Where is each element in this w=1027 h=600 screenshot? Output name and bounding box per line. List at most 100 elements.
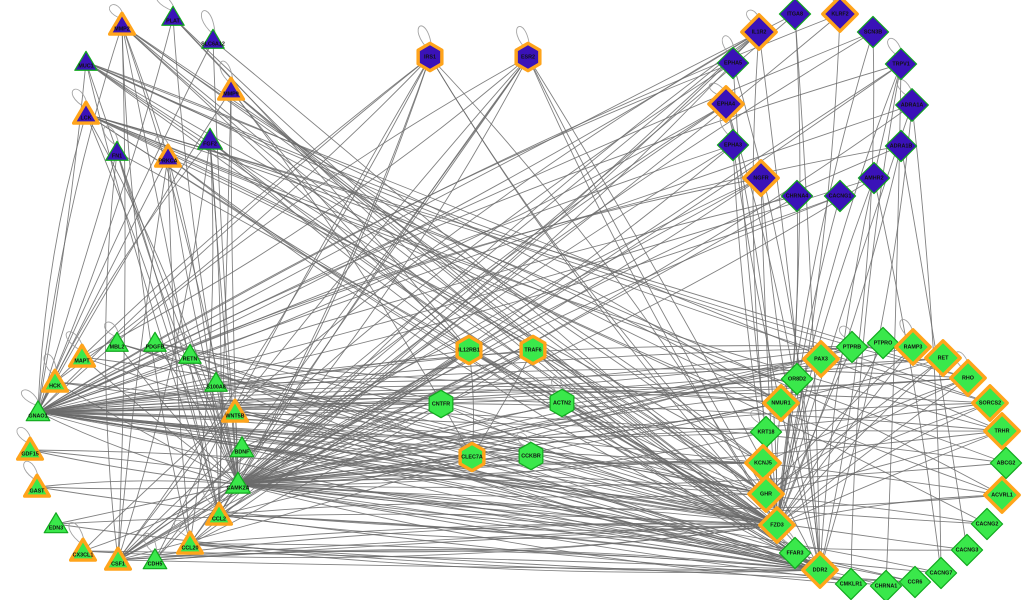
graph-node-or8d2[interactable] — [780, 362, 814, 396]
graph-edge — [117, 62, 734, 561]
graph-node-trpv1[interactable] — [884, 47, 918, 81]
graph-node-lck[interactable] — [71, 100, 101, 125]
graph-node-traf6[interactable] — [519, 334, 547, 366]
graph-node-itga8[interactable] — [778, 0, 812, 31]
graph-node-epha4[interactable] — [707, 85, 745, 123]
graph-node-adra1a[interactable] — [895, 88, 929, 122]
graph-node-ddr2[interactable] — [801, 551, 839, 589]
graph-node-cacng1[interactable] — [823, 179, 857, 213]
graph-node-acvrl1[interactable] — [983, 476, 1021, 514]
graph-node-cacng7[interactable] — [924, 556, 958, 590]
graph-node-pax3[interactable] — [802, 340, 840, 378]
graph-edge — [819, 31, 875, 571]
graph-edge — [776, 342, 884, 526]
graph-node-retn[interactable] — [178, 343, 202, 364]
graph-node-wnt5b[interactable] — [220, 398, 250, 423]
graph-node-bdnf[interactable] — [229, 436, 255, 458]
graph-node-ffar3[interactable] — [778, 536, 812, 570]
graph-node-prkca[interactable] — [153, 143, 183, 168]
graph-node-esr2[interactable] — [514, 41, 542, 73]
graph-node-nmur1[interactable] — [762, 384, 800, 422]
graph-node-scn3b[interactable] — [856, 15, 890, 49]
graph-node-ret[interactable] — [924, 339, 962, 377]
graph-self-loop — [16, 426, 33, 445]
graph-node-pdgfb[interactable] — [143, 331, 167, 352]
graph-node-klrf2[interactable] — [821, 0, 859, 33]
graph-node-mapt[interactable] — [67, 343, 97, 368]
graph-node-gdf15[interactable] — [15, 436, 45, 461]
graph-edge — [776, 63, 902, 526]
graph-edge — [37, 195, 841, 413]
graph-node-sorcs2[interactable] — [971, 384, 1009, 422]
graph-node-kcnj5[interactable] — [744, 444, 782, 482]
graph-node-clec7a[interactable] — [458, 441, 486, 473]
graph-node-gast[interactable] — [22, 473, 52, 498]
graph-node-s100a8[interactable] — [204, 371, 228, 392]
graph-node-ccl20[interactable] — [175, 530, 205, 555]
graph-node-chrna4[interactable] — [780, 179, 814, 213]
graph-node-hck[interactable] — [40, 368, 70, 393]
graph-edge — [121, 24, 191, 545]
graph-edge — [37, 389, 782, 413]
graph-node-fn1[interactable] — [105, 140, 129, 161]
graph-node-ccr6[interactable] — [898, 565, 932, 599]
graph-node-ngfr[interactable] — [742, 159, 780, 197]
graph-node-epha3[interactable] — [716, 128, 750, 162]
graph-edge — [189, 139, 214, 545]
graph-node-mmp2[interactable] — [107, 11, 137, 36]
graph-node-edn3[interactable] — [43, 512, 69, 534]
graph-node-adra1b[interactable] — [884, 129, 918, 163]
graph-node-amhr2[interactable] — [857, 161, 891, 195]
graph-edge — [776, 377, 969, 526]
graph-node-mbl2[interactable] — [105, 331, 129, 352]
graph-edge — [189, 543, 821, 573]
graph-node-krt18[interactable] — [749, 415, 783, 449]
graph-edge — [237, 349, 470, 485]
graph-node-chrna1[interactable] — [869, 569, 903, 600]
graph-node-muc1[interactable] — [74, 50, 98, 71]
graph-node-slc6a12[interactable] — [201, 28, 225, 49]
graph-edge — [725, 103, 821, 571]
graph-node-fgf2[interactable] — [197, 127, 223, 150]
graph-edge — [154, 342, 239, 485]
node-layer[interactable] — [15, 0, 1023, 600]
graph-self-loop — [203, 488, 222, 510]
graph-node-plat[interactable] — [161, 5, 185, 26]
graph-node-ptpro[interactable] — [866, 326, 900, 360]
graph-edge — [37, 113, 87, 413]
graph-node-ghr[interactable] — [747, 475, 785, 513]
graph-node-ramp3[interactable] — [894, 328, 932, 366]
graph-node-actn2[interactable] — [549, 388, 575, 418]
graph-node-gnao1[interactable] — [25, 400, 51, 422]
graph-node-cmklr1[interactable] — [834, 567, 868, 600]
graph-edge — [154, 342, 767, 495]
graph-node-camk2a[interactable] — [225, 471, 251, 494]
graph-edge — [237, 63, 902, 485]
graph-node-cacng2[interactable] — [970, 507, 1004, 541]
graph-node-cx3cl1[interactable] — [68, 537, 98, 562]
graph-node-ccl2[interactable] — [204, 501, 234, 526]
graph-node-epha5[interactable] — [716, 46, 750, 80]
graph-edge — [116, 342, 767, 495]
graph-node-mmp9[interactable] — [216, 76, 246, 101]
graph-node-il12rb1[interactable] — [455, 334, 483, 366]
graph-node-csf1[interactable] — [103, 546, 133, 571]
graph-node-cckbr[interactable] — [518, 441, 544, 471]
graph-node-cacng3[interactable] — [950, 533, 984, 567]
graph-node-cntfr[interactable] — [428, 389, 454, 419]
graph-node-ptprb[interactable] — [835, 330, 869, 364]
graph-edge — [209, 139, 222, 516]
graph-node-fzd3[interactable] — [758, 506, 796, 544]
graph-node-trhr[interactable] — [983, 412, 1021, 450]
graph-node-cdh5[interactable] — [142, 548, 168, 570]
graph-edge — [85, 61, 778, 526]
graph-node-il1r2[interactable] — [740, 13, 778, 51]
graph-edge — [776, 430, 1003, 526]
graph-node-irs1[interactable] — [416, 41, 444, 73]
graph-node-rho[interactable] — [949, 359, 987, 397]
graph-edge — [37, 411, 821, 571]
graph-edge — [794, 13, 821, 571]
graph-node-abcg2[interactable] — [989, 446, 1023, 480]
